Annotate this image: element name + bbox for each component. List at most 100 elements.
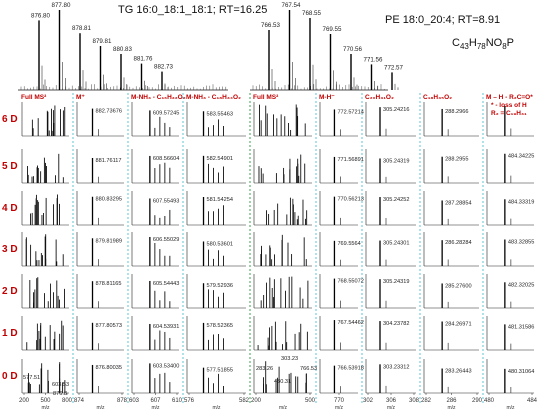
peak-mz-label: 605.54443	[153, 281, 179, 287]
peak-mz-label: 484.33319	[508, 199, 534, 205]
peak-mz-label: 768.55072	[337, 279, 363, 285]
column-header: Full MS²	[21, 94, 47, 101]
peak-mz-label: 603.53400	[153, 363, 179, 369]
x-tick-label: 576	[184, 398, 195, 404]
x-axis-label: m/z	[387, 405, 396, 411]
peak-label: 876.80	[31, 12, 50, 19]
peak-mz-label: 607.55493	[153, 198, 179, 204]
peak-mz-label: 609.57245	[153, 110, 179, 116]
peak-mz-label: 881.76117	[96, 158, 122, 164]
peak-mz-label: 578.52365	[207, 323, 233, 329]
peak-mz-label: 305.24319	[383, 158, 409, 164]
column-header: M-H⁻	[319, 94, 335, 101]
fullms-peak-label: 577.51	[23, 375, 40, 381]
peak-mz-label: 303.23312	[383, 364, 409, 370]
peak-mz-label: 772.57214	[337, 109, 363, 115]
x-tick-label: 500	[41, 398, 52, 404]
fullms-peak-label: 480.31	[274, 379, 291, 385]
peak-mz-label: 304.23782	[383, 321, 409, 327]
row-label: 3 D	[2, 244, 18, 255]
peak-mz-label: 305.24319	[383, 279, 409, 285]
peak-label: 766.53	[261, 22, 280, 29]
fullms-peak-label: 303.23	[281, 356, 298, 362]
x-tick-label: 800	[62, 398, 73, 404]
formula-text: C43H78NO8P	[452, 37, 514, 51]
row-label: 1 D	[2, 328, 18, 339]
peak-mz-label: 876.80035	[96, 365, 122, 371]
column-header: M – H - R₂C=O*	[486, 94, 533, 101]
column-header: M-NH₃ - C₁₈H₃₄O₂	[186, 94, 241, 101]
row-label: 0 D	[2, 371, 18, 382]
peak-mz-label: 879.81989	[96, 238, 122, 244]
x-tick-label: 484	[527, 398, 538, 404]
x-axis-label: m/z	[335, 405, 344, 411]
peak-mz-label: 604.53931	[153, 324, 179, 330]
column-header: C₂₀H₃₁O₂	[365, 94, 394, 101]
peak-mz-label: 878.81165	[96, 281, 122, 287]
x-axis-label: m/z	[42, 405, 51, 411]
peak-mz-label: 770.56213	[337, 197, 363, 203]
peak-mz-label: 482.32025	[508, 282, 534, 288]
x-tick-label: 308	[409, 398, 420, 404]
peak-mz-label: 769.5564	[337, 241, 360, 247]
x-tick-label: 610	[172, 398, 183, 404]
row-label: 5 D	[2, 161, 18, 172]
peak-mz-label: 305.24301	[383, 241, 409, 247]
x-tick-label: 770	[334, 398, 345, 404]
peak-mz-label: 480.31064	[508, 369, 534, 375]
peak-label: 767.54	[282, 2, 301, 9]
x-tick-label: 480	[484, 398, 495, 404]
peak-label: 769.55	[323, 26, 342, 33]
x-tick-label: 874	[74, 398, 85, 404]
peak-mz-label: 582.54901	[207, 156, 233, 162]
peak-mz-label: 608.56604	[153, 156, 179, 162]
peak-mz-label: 484.34225	[508, 154, 534, 160]
fullms-peak-label: 766.53	[300, 366, 317, 372]
peak-mz-label: 287.28854	[445, 200, 471, 206]
peak-mz-label: 771.56891	[337, 157, 363, 163]
peak-mz-label: 581.54254	[207, 197, 233, 203]
x-tick-label: 878	[117, 398, 128, 404]
peak-label: 771.56	[364, 56, 383, 63]
peak-label: 881.76	[134, 56, 153, 63]
x-axis-label: m/z	[448, 405, 457, 411]
peak-mz-label: 880.83295	[96, 197, 122, 203]
column-header: Full MS²	[253, 94, 279, 101]
peak-mz-label: 285.27600	[445, 283, 471, 289]
x-tick-label: 286	[447, 398, 458, 404]
x-tick-label: 607	[151, 398, 162, 404]
x-tick-label: 200	[251, 398, 262, 404]
ms2-panel-grid: Full MS² M⁺ M-NH₃ - C₁₆H₃₂O₂ M-NH₃ - C₁₈H₃₄…	[2, 93, 538, 411]
tg-spectrum-title: TG 16:0_18:1_18:1; RT=16.25	[118, 4, 267, 16]
header-note: * - loss of H	[491, 102, 527, 109]
row-label: 4 D	[2, 203, 18, 214]
header-note: R₂ = C₁₉H₃₁	[491, 110, 527, 117]
peak-label: 882.73	[154, 64, 173, 71]
fullms-peak-label: 603.53	[52, 382, 69, 388]
peak-mz-label: 580.53601	[207, 241, 233, 247]
column-header: M-NH₃ - C₁₆H₃₂O₂	[131, 94, 186, 101]
x-tick-label: 306	[386, 398, 397, 404]
x-tick-label: 582	[239, 398, 250, 404]
peak-label: 768.55	[302, 10, 321, 17]
column-header: M⁺	[76, 94, 85, 101]
pe-formula: C43H78NO8P	[452, 37, 514, 51]
x-tick-label: 290	[472, 398, 483, 404]
peak-mz-label: 288.2966	[445, 109, 468, 115]
peak-label: 878.81	[72, 25, 91, 32]
x-tick-label: 603	[129, 398, 140, 404]
peak-mz-label: 767.54462	[337, 320, 363, 326]
peak-mz-label: 286.28284	[445, 240, 471, 246]
peak-mz-label: 284.26971	[445, 322, 471, 328]
peak-label: 880.83	[113, 46, 132, 53]
column-header: C₁₈H₃₅O₂	[423, 94, 452, 101]
peak-mz-label: 882.73676	[96, 109, 122, 115]
peak-mz-label: 483.32855	[508, 239, 534, 245]
pe-spectrum-title: PE 18:0_20:4; RT=8.91	[385, 14, 500, 26]
peak-mz-label: 606.55029	[153, 237, 179, 243]
x-axis-label: m/z	[507, 405, 516, 411]
x-axis-label: m/z	[152, 405, 161, 411]
x-tick-label: 200	[19, 398, 30, 404]
